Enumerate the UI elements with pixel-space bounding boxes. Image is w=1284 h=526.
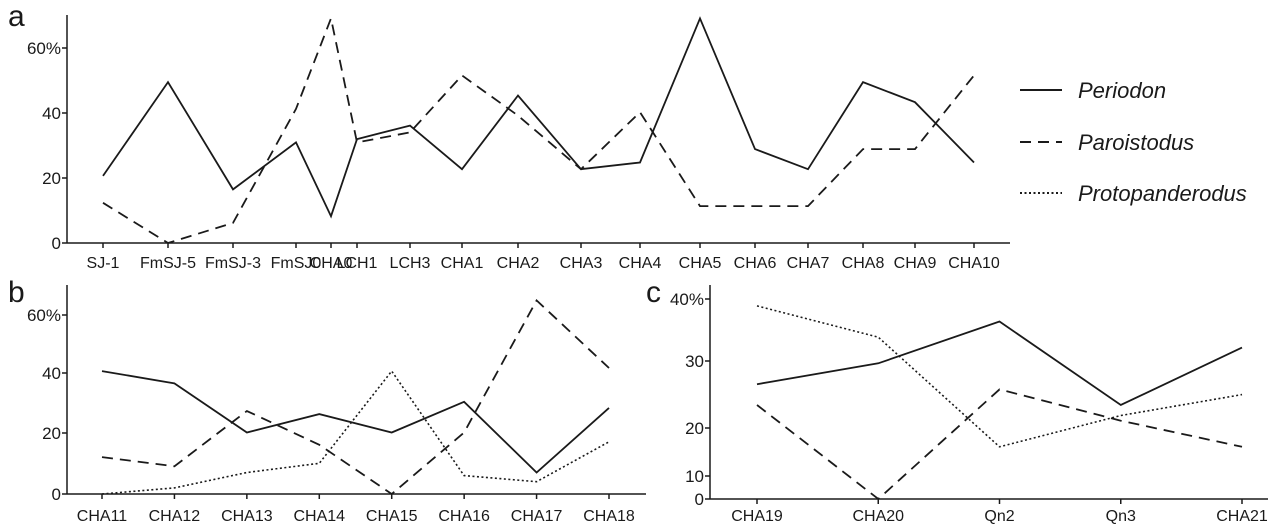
- y-tick-label-20: 20: [42, 169, 61, 188]
- series-line-protopanderodus: [101, 369, 610, 495]
- x-tick-label-cha17: CHA17: [511, 508, 563, 525]
- x-tick-label-cha2: CHA2: [497, 255, 540, 272]
- x-tick-label-cha13: CHA13: [221, 508, 273, 525]
- series-line-periodon: [101, 370, 610, 474]
- panel-b: b 0 20 40 60% CHA11 CHA12 CHA13 CHA14 CHA15 CHA16 C…: [8, 276, 646, 525]
- x-tick-label-cha6: CHA6: [734, 255, 777, 272]
- x-tick-label-cha12: CHA12: [149, 508, 201, 525]
- x-tick-label-cha15: CHA15: [366, 508, 418, 525]
- legend-label-periodon: Periodon: [1078, 78, 1166, 103]
- x-tick-label-cha16: CHA16: [438, 508, 490, 525]
- x-tick-label-cha18: CHA18: [583, 508, 635, 525]
- y-tick-label-60pct: 60%: [27, 306, 61, 325]
- y-tick-label-0: 0: [52, 485, 61, 504]
- x-tick-label-sj-1: SJ-1: [87, 255, 120, 272]
- x-tick-label-cha5: CHA5: [679, 255, 722, 272]
- y-tick-label-10: 10: [685, 467, 704, 486]
- panel-c: c 0 10 20 30 40% CHA19 CHA20 Qn2 Qn3 CHA21: [646, 276, 1268, 525]
- panel-label-a: a: [8, 0, 25, 33]
- series-line-periodon: [102, 16, 975, 219]
- x-tick-label-lch1: LCH1: [337, 255, 378, 272]
- y-tick-label-20: 20: [685, 419, 704, 438]
- panel-label-b: b: [8, 276, 25, 309]
- legend-label-protopanderodus: Protopanderodus: [1078, 181, 1247, 206]
- x-tick-label-cha7: CHA7: [787, 255, 830, 272]
- series-line-paroistodus: [756, 388, 1243, 501]
- y-tick-label-30: 30: [685, 352, 704, 371]
- series-line-paroistodus: [102, 15, 975, 244]
- x-tick-label-cha3: CHA3: [560, 255, 603, 272]
- y-tick-label-0: 0: [52, 234, 61, 253]
- x-tick-label-fmsj-3: FmSJ-3: [205, 255, 261, 272]
- y-tick-label-40: 40: [42, 364, 61, 383]
- x-tick-label-cha1: CHA1: [441, 255, 484, 272]
- x-tick-label-qn3: Qn3: [1106, 508, 1136, 525]
- series-line-periodon: [756, 320, 1243, 407]
- y-tick-label-40pct: 40%: [670, 290, 704, 309]
- series-line-paroistodus: [101, 298, 610, 496]
- x-tick-label-cha14: CHA14: [293, 508, 345, 525]
- panel-label-c: c: [646, 276, 661, 309]
- x-tick-label-cha8: CHA8: [842, 255, 885, 272]
- y-tick-label-40: 40: [42, 104, 61, 123]
- y-tick-label-0: 0: [695, 490, 704, 509]
- legend: Periodon Paroistodus Protopanderodus: [1020, 78, 1247, 206]
- x-tick-label-cha21: CHA21: [1216, 508, 1268, 525]
- x-tick-label-cha0: CHA0: [310, 255, 353, 272]
- series-line-protopanderodus: [756, 305, 1243, 448]
- x-tick-label-cha4: CHA4: [619, 255, 662, 272]
- x-tick-label-lch3: LCH3: [390, 255, 431, 272]
- x-tick-label-cha19: CHA19: [731, 508, 783, 525]
- x-tick-label-cha20: CHA20: [852, 508, 904, 525]
- y-tick-label-20: 20: [42, 424, 61, 443]
- x-tick-label-qn2: Qn2: [984, 508, 1014, 525]
- x-tick-label-fmsj-5: FmSJ-5: [140, 255, 196, 272]
- y-tick-label-60pct: 60%: [27, 39, 61, 58]
- x-tick-label-cha9: CHA9: [894, 255, 937, 272]
- legend-label-paroistodus: Paroistodus: [1078, 130, 1194, 155]
- x-tick-label-cha11: CHA11: [77, 508, 127, 525]
- x-tick-label-fmsj0: FmSJ0: [271, 255, 322, 272]
- x-tick-label-cha10: CHA10: [948, 255, 1000, 272]
